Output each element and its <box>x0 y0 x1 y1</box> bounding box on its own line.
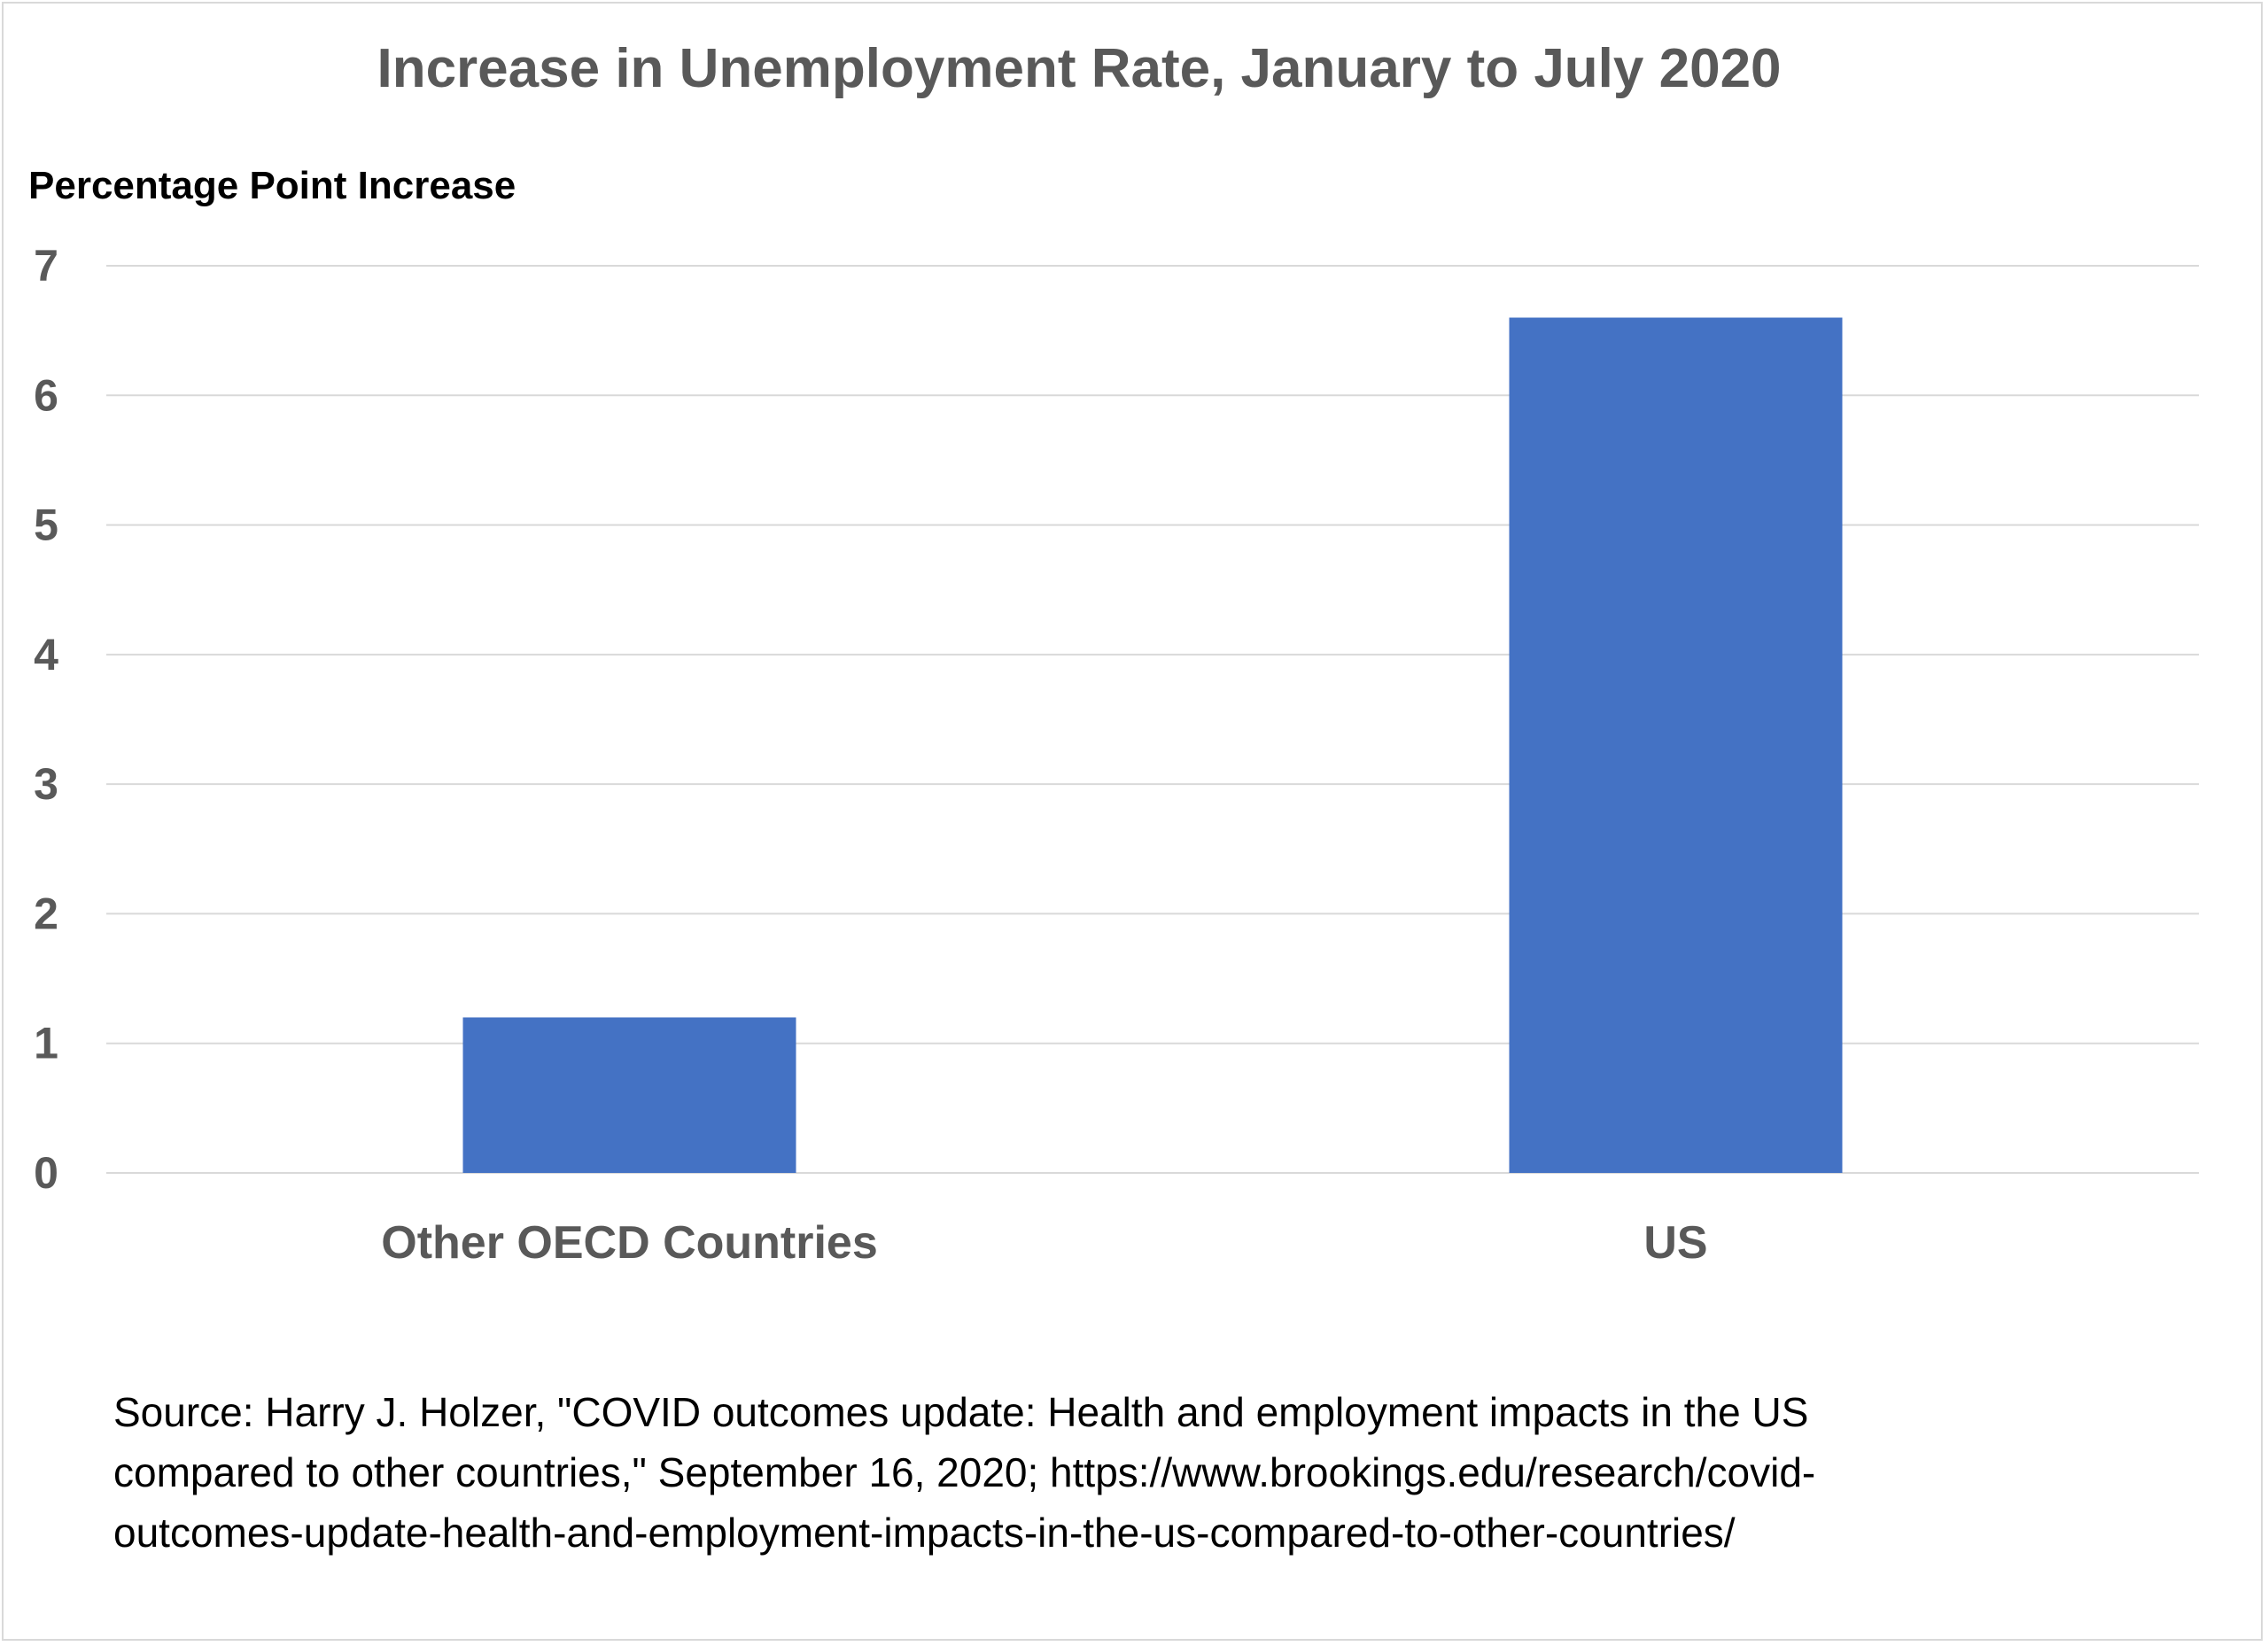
x-tick-labels: Other OECD Countries US <box>381 1217 1707 1269</box>
y-tick-label-7: 7 <box>34 241 58 291</box>
y-tick-label-3: 3 <box>34 759 58 809</box>
chart-title: Increase in Unemployment Rate, January t… <box>377 38 1781 99</box>
bars <box>462 317 1843 1173</box>
y-axis-label: Percentage Point Increase <box>28 164 516 207</box>
x-tick-label-us: US <box>1643 1217 1707 1269</box>
bar-us <box>1509 317 1843 1173</box>
source-line-1: Source: Harry J. Holzer, "COVID outcomes… <box>113 1389 1809 1435</box>
source-note: Source: Harry J. Holzer, "COVID outcomes… <box>113 1382 2186 1563</box>
y-tick-label-4: 4 <box>34 630 58 679</box>
y-tick-labels: 0 1 2 3 4 5 6 7 <box>34 241 58 1198</box>
source-line-2: compared to other countries," September … <box>113 1449 1816 1495</box>
gridlines <box>106 265 2199 1174</box>
source-line-3: outcomes-update-health-and-employment-im… <box>113 1510 1736 1556</box>
x-tick-label-other-oecd-countries: Other OECD Countries <box>381 1217 878 1269</box>
y-tick-label-1: 1 <box>34 1019 58 1068</box>
y-tick-label-6: 6 <box>34 370 58 420</box>
y-tick-label-5: 5 <box>34 501 58 550</box>
bar-other-oecd-countries <box>462 1017 796 1173</box>
y-tick-label-0: 0 <box>34 1148 58 1198</box>
y-tick-label-2: 2 <box>34 889 58 938</box>
